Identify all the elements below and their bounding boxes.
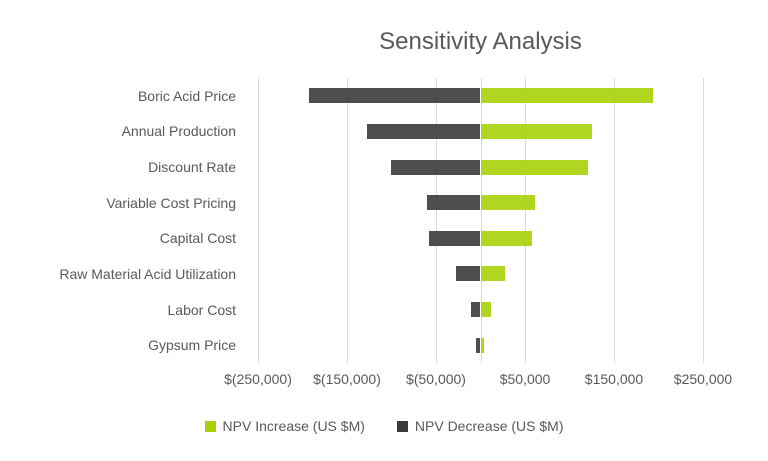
bar-npv-decrease <box>428 230 481 246</box>
legend-item-npv-decrease: NPV Decrease (US $M) <box>396 418 564 434</box>
bar-npv-decrease <box>470 302 481 318</box>
legend-label: NPV Increase (US $M) <box>222 418 365 434</box>
x-axis-tick-label: $(150,000) <box>313 371 381 387</box>
gridline <box>258 78 259 363</box>
bar-npv-decrease <box>476 337 481 353</box>
bar-npv-increase <box>480 230 533 246</box>
category-label: Boric Acid Price <box>137 87 236 104</box>
category-label: Raw Material Acid Utilization <box>59 265 236 282</box>
bar-npv-decrease <box>367 123 481 139</box>
category-label: Variable Cost Pricing <box>106 194 236 211</box>
x-axis-tick-label: $(50,000) <box>406 371 466 387</box>
value-axis: $(250,000) $(150,000) $(50,000) $50,000 $150… <box>224 371 732 391</box>
legend: NPV Increase (US $M) NPV Decrease (US $M) <box>0 418 768 434</box>
chart-title: Sensitivity Analysis <box>379 28 582 55</box>
bar-npv-increase <box>480 302 492 318</box>
legend-item-npv-increase: NPV Increase (US $M) <box>204 418 365 434</box>
category-label: Capital Cost <box>159 230 236 247</box>
bar-npv-increase <box>480 159 589 175</box>
gridline <box>436 78 437 363</box>
gridline <box>614 78 615 363</box>
category-axis: Boric Acid Price Annual Production Discoun… <box>0 78 246 363</box>
x-axis-tick-label: $(250,000) <box>224 371 292 387</box>
bar-npv-decrease <box>456 266 481 282</box>
gridline <box>703 78 704 363</box>
bar-npv-increase <box>480 337 485 353</box>
x-axis-tick-label: $150,000 <box>584 371 644 387</box>
zero-axis-line <box>480 78 482 363</box>
bar-npv-decrease <box>427 195 481 211</box>
category-label: Gypsum Price <box>148 337 236 354</box>
x-axis-tick-label: $250,000 <box>673 371 733 387</box>
legend-swatch-decrease-icon <box>396 420 408 432</box>
gridline <box>525 78 526 363</box>
category-label: Annual Production <box>121 123 236 140</box>
bar-npv-increase <box>480 88 654 104</box>
bar-npv-decrease <box>390 159 481 175</box>
bar-npv-increase <box>480 123 592 139</box>
bar-npv-increase <box>480 195 535 211</box>
plot-area <box>258 78 704 363</box>
legend-label: NPV Decrease (US $M) <box>414 418 564 434</box>
bar-npv-increase <box>480 266 506 282</box>
bar-npv-decrease <box>308 88 481 104</box>
gridline <box>347 78 348 363</box>
category-label: Discount Rate <box>148 159 236 176</box>
legend-swatch-increase-icon <box>204 420 216 432</box>
category-label: Labor Cost <box>167 301 236 318</box>
x-axis-tick-label: $50,000 <box>499 371 551 387</box>
